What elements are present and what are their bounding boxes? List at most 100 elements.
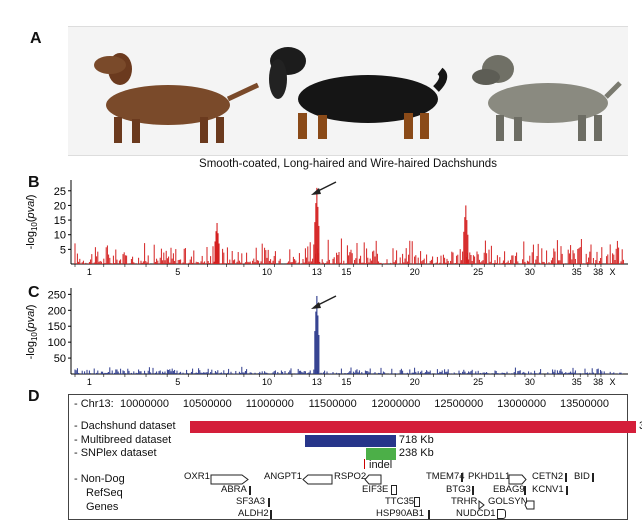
gene-arrow-icon [524,497,536,515]
y-tick-label: 10 [54,230,66,242]
gene-abra: ABRA [221,484,247,495]
x-tick-label: 10 [262,377,272,387]
y-axis-label-b: -log10(pval) [25,195,39,250]
x-tick-label: 25 [473,267,483,277]
gene-bar-icon [565,473,567,482]
gene-bar-icon [472,486,474,495]
panel-label-c: C [28,284,40,301]
gene-bar-icon [566,486,568,495]
gene-arrow-icon [364,472,384,490]
dataset-size-label: 718 Kb [398,434,434,446]
gene-pkhd1l1: PKHD1L1 [468,471,511,482]
ylabel-suffix-c: ( [25,328,37,332]
genes-label-line1: - Non-Dog [74,473,125,485]
gene-btg3: BTG3 [446,484,471,495]
genes-label-line3: Genes [86,501,119,513]
gene-bar-icon [428,510,430,519]
ylabel-italic-b: pval [25,198,37,220]
ylabel-prefix-b: -log [25,231,37,249]
gene-angpt1: ANGPT1 [264,471,303,482]
ylabel-suffix-b: ( [25,218,37,222]
gene-bar-icon [249,486,251,495]
gene-ttc35: TTC35 [385,496,415,507]
position-label: 12000000 [371,398,421,410]
gene-bar-icon [270,510,272,519]
x-tick-label: 10 [262,267,272,277]
x-tick-label: 35 [572,267,582,277]
panel-label-b: B [28,174,40,191]
gene-arrow-icon [478,497,486,515]
dataset-bar [189,421,636,433]
y-tick-label: 20 [54,200,66,212]
gene-bar-icon [461,473,463,482]
gene-box-icon [391,485,397,495]
y-tick-label: 100 [48,337,66,349]
dataset-label-dachshund: - Dachshund dataset [74,420,176,432]
x-tick-label: 20 [410,267,420,277]
gene-bar-icon [592,473,594,482]
x-tick-label: 30 [525,377,535,387]
arrow-annotation-c [311,295,337,309]
x-tick-label: 30 [525,267,535,277]
gene-ebag9: EBAG9 [493,484,525,495]
y-tick-label: 5 [60,244,66,256]
indel-label: indel [369,459,393,471]
x-tick-label: 5 [175,377,180,387]
ylabel-italic-c: pval [25,308,37,330]
position-label: 11000000 [245,398,294,410]
dataset-bar [305,435,396,447]
gene-trhr: TRHR [451,496,478,507]
x-tick-label: 15 [341,377,351,387]
dachshund-illustrations [94,47,622,143]
x-tick-label: 1 [87,377,92,387]
gene-oxr1: OXR1 [184,471,210,482]
gene-kcnv1: KCNV1 [532,484,564,495]
position-label: 10500000 [182,398,232,410]
gene-arrow-icon [302,472,334,490]
position-label: 13500000 [560,398,609,410]
y-tick-label: 200 [48,305,66,317]
x-tick-label: 38 [593,377,603,387]
dachshund-photo-strip [68,26,628,156]
y-tick-label: 250 [48,289,66,301]
genomic-region-panel [68,394,628,520]
smooth-coated-dachshund [94,53,260,143]
gene-eif3e: EIF3E [362,484,389,495]
ylabel-close-c: ) [25,305,37,309]
indel-marker [364,459,365,469]
ylabel-sub-c: 10 [30,332,39,341]
gene-box-icon [414,497,420,507]
position-label: 13000000 [497,398,547,410]
x-tick-label: 35 [572,377,582,387]
dataset-label-multibreed: - Multibreed dataset [74,434,172,446]
x-tick-label: X [609,267,615,277]
ylabel-sub-b: 10 [30,222,39,231]
gene-rspo2: RSPO2 [334,471,367,482]
x-tick-label: 5 [175,267,180,277]
position-label: 10000000 [120,398,169,410]
panel-label-d: D [28,388,40,405]
gene-tmem74: TMEM74 [426,471,465,482]
chr-label: - Chr13: [74,398,114,410]
gene-golsyn: GOLSYN [488,496,528,507]
figure-a-caption: Smooth-coated, Long-haired and Wire-hair… [199,158,497,170]
long-haired-dachshund [269,47,448,139]
x-tick-label: 38 [593,267,603,277]
ylabel-close-b: ) [25,195,37,199]
dataset-bar [365,448,396,460]
y-tick-label: 25 [54,186,66,198]
x-tick-label: X [609,377,615,387]
x-tick-label: 13 [312,377,322,387]
gene-sf3a3: SF3A3 [236,496,266,507]
x-tick-label: 25 [473,377,483,387]
gene-hsp90ab1: HSP90AB1 [376,508,425,519]
gene-cetn2: CETN2 [532,471,564,482]
y-tick-label: 50 [54,353,66,365]
genes-label-line2: RefSeq [86,487,123,499]
gene-arrow-icon [210,472,250,490]
gene-arrow-icon [508,472,528,490]
wire-haired-dachshund [472,55,622,141]
dataset-label-snplex: - SNPlex dataset [74,447,157,459]
